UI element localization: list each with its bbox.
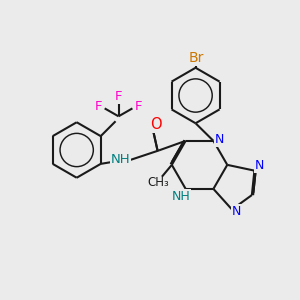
Text: N: N: [255, 159, 264, 172]
Text: Br: Br: [189, 51, 204, 65]
Text: O: O: [150, 117, 162, 132]
Text: NH: NH: [171, 190, 190, 203]
Text: F: F: [95, 100, 103, 113]
Text: F: F: [135, 100, 142, 113]
Text: F: F: [115, 90, 122, 103]
Text: N: N: [215, 133, 224, 146]
Text: N: N: [232, 205, 242, 218]
Text: CH₃: CH₃: [147, 176, 169, 189]
Text: NH: NH: [111, 153, 130, 167]
